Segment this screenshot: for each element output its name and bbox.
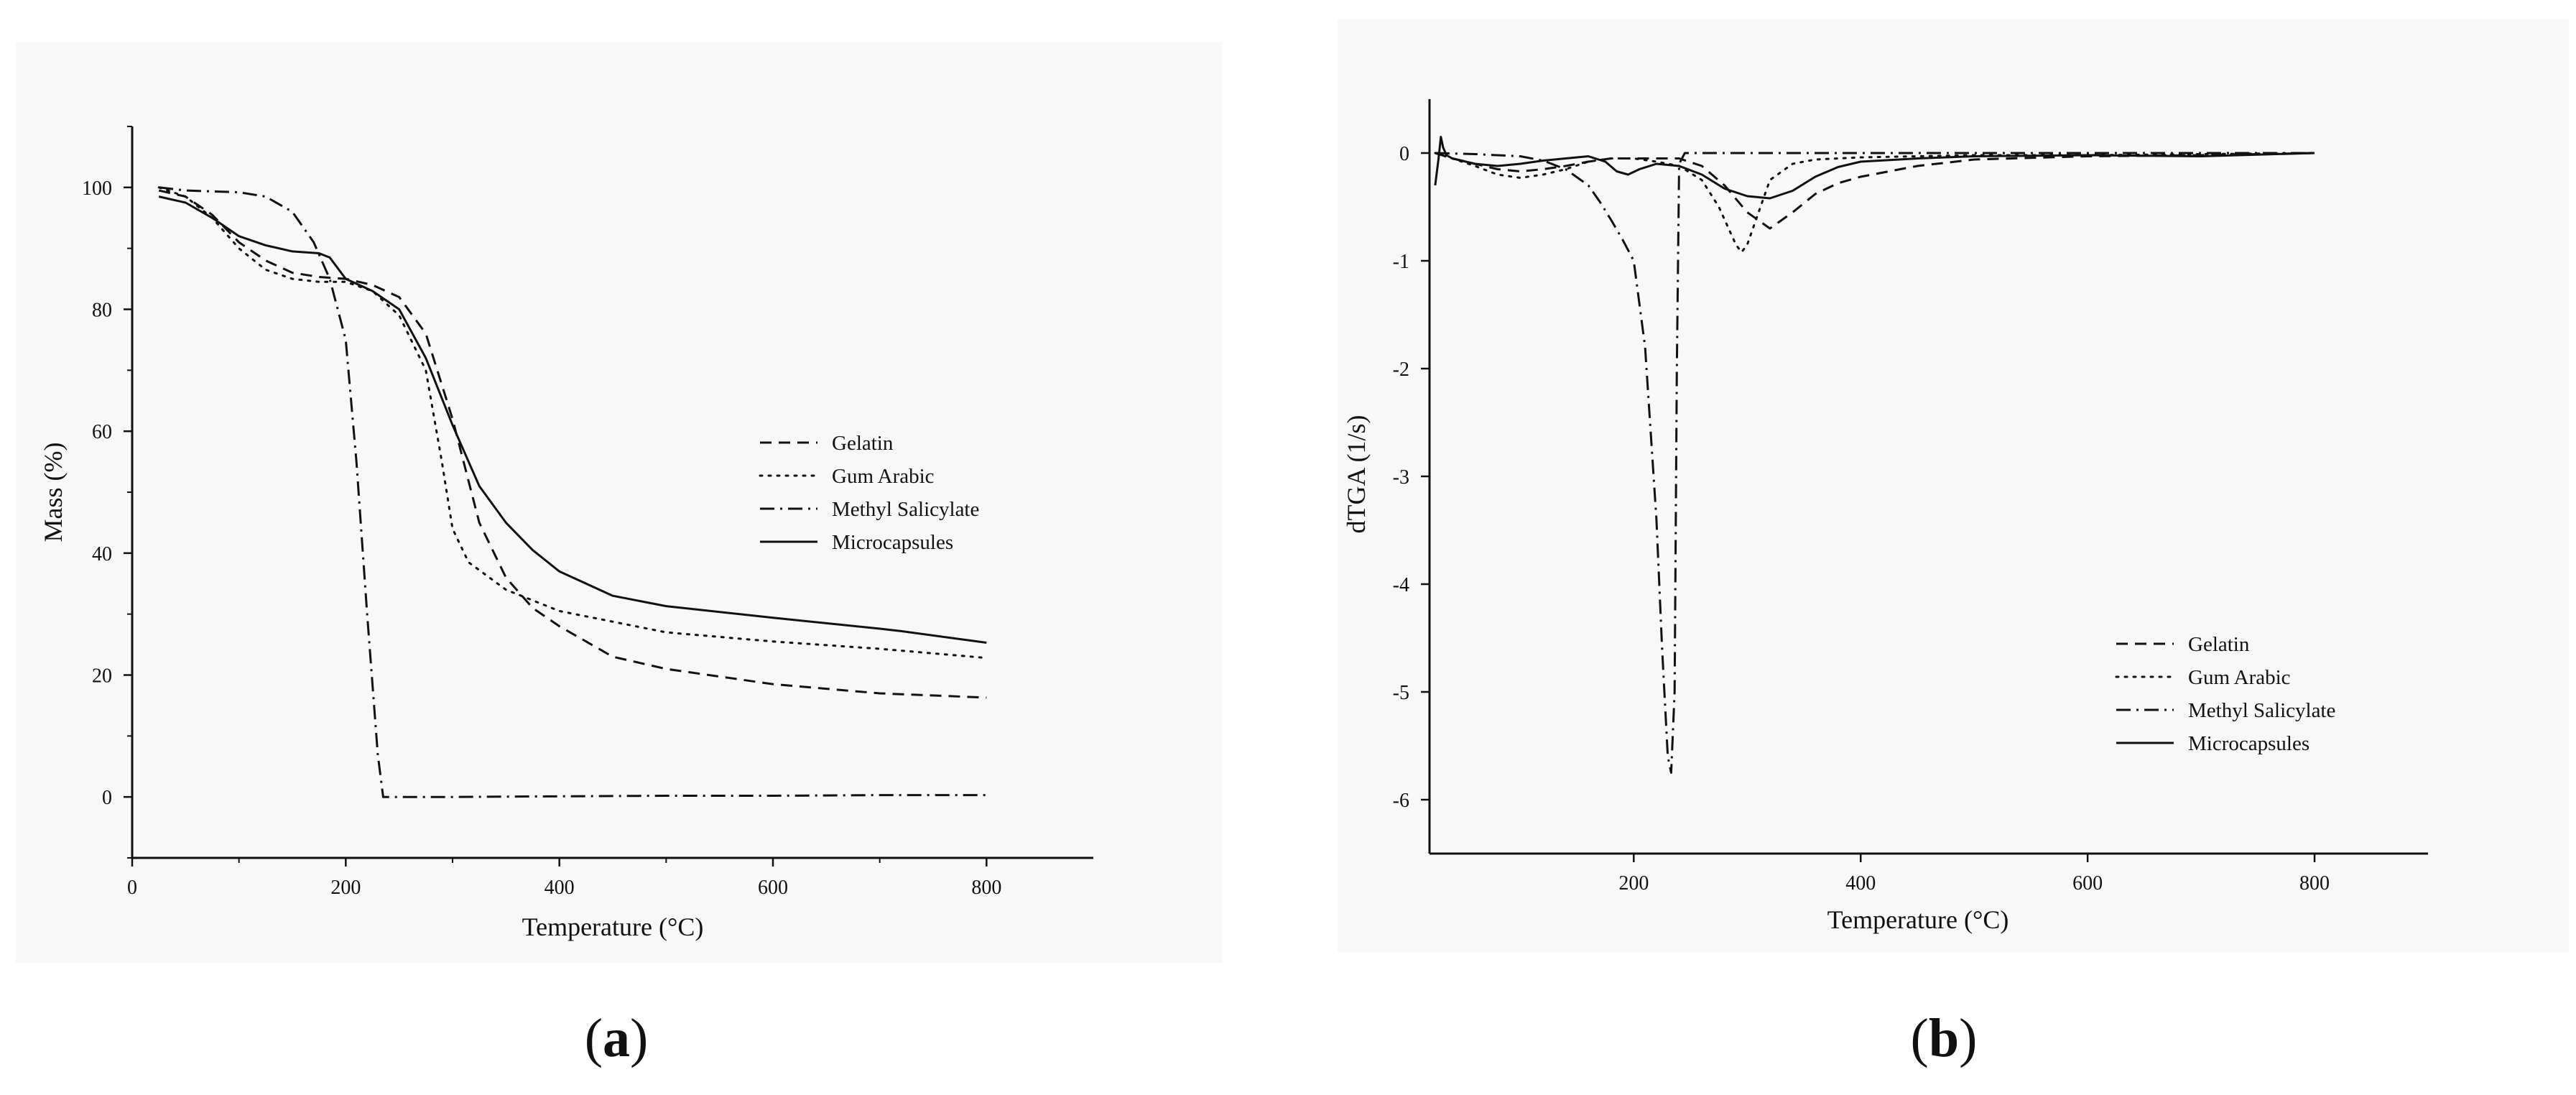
chart-b-y-tick-label: -5 [1393, 682, 1409, 704]
chart-b-x-tick-label: 600 [2072, 872, 2103, 895]
chart-a: 0 200 400 600 800 0 20 40 60 80 100 Temperature (°C… [39, 126, 1093, 941]
chart-b-x-tick-label: 400 [1845, 872, 1876, 895]
chart-b: 200 400 600 800 0 -1 -2 -3 -4 -5 -6 Temperature (°C… [1342, 99, 2428, 934]
chart-a-legend-label-microcapsules: Microcapsules [832, 531, 953, 554]
chart-b-y-tick-label: 0 [1399, 143, 1409, 165]
chart-b-x-tick-label: 200 [1618, 872, 1649, 895]
chart-a-y-tick-label: 60 [92, 421, 112, 443]
chart-b-x-tick-label: 800 [2299, 872, 2330, 895]
chart-b-x-axis-label: Temperature (°C) [1827, 905, 2009, 934]
chart-b-y-tick-label: -2 [1393, 359, 1409, 381]
chart-a-legend: Gelatin Gum Arabic Methyl Salicylate Microc… [759, 432, 979, 554]
chart-b-legend-label-methyl-salicylate: Methyl Salicylate [2188, 699, 2335, 722]
chart-a-series-microcapsules [158, 195, 987, 644]
chart-a-x-tick-label: 200 [330, 877, 361, 899]
chart-a-x-tick-label: 400 [545, 877, 575, 899]
chart-a-y-axis-label: Mass (%) [39, 443, 68, 542]
chart-a-series-methyl-salicylate [159, 186, 987, 798]
chart-b-y-tick-label: -3 [1393, 466, 1409, 489]
chart-a-x-axis-label: Temperature (°C) [522, 912, 704, 941]
chart-b-y-tick-label: -6 [1393, 790, 1409, 812]
chart-a-legend-label-gelatin: Gelatin [832, 432, 894, 455]
chart-a-legend-label-gum-arabic: Gum Arabic [832, 465, 935, 488]
chart-b-legend-label-gelatin: Gelatin [2188, 633, 2250, 656]
chart-b-legend-label-gum-arabic: Gum Arabic [2188, 666, 2291, 689]
chart-a-y-tick-label: 100 [82, 177, 112, 200]
chart-b-y-axis-label: dTGA (1/s) [1342, 415, 1371, 534]
chart-b-series-gum-arabic [1434, 152, 2316, 254]
panel-label-b: (b) [1911, 1008, 1978, 1068]
chart-a-y-tick-label: 80 [92, 300, 112, 322]
chart-b-series-gelatin [1435, 152, 2315, 230]
panel-label-a: (a) [585, 1008, 649, 1068]
chart-a-y-tick-label: 20 [92, 665, 112, 688]
panel-a-background [16, 42, 1223, 963]
chart-a-x-tick-label: 600 [758, 877, 788, 899]
chart-a-y-tick-label: 0 [102, 787, 112, 809]
chart-b-legend-label-microcapsules: Microcapsules [2188, 732, 2309, 755]
chart-b-series-microcapsules [1434, 136, 2315, 200]
chart-a-legend-label-methyl-salicylate: Methyl Salicylate [832, 498, 979, 521]
chart-b-legend: Gelatin Gum Arabic Methyl Salicylate Microc… [2115, 633, 2335, 755]
chart-a-x-tick-label: 800 [971, 877, 1001, 899]
chart-b-y-tick-label: -4 [1393, 574, 1409, 596]
chart-a-y-tick-label: 40 [92, 543, 112, 565]
chart-a-x-tick-label: 0 [127, 877, 137, 899]
chart-b-y-tick-label: -1 [1393, 251, 1409, 273]
panel-b-background [1338, 19, 2569, 953]
